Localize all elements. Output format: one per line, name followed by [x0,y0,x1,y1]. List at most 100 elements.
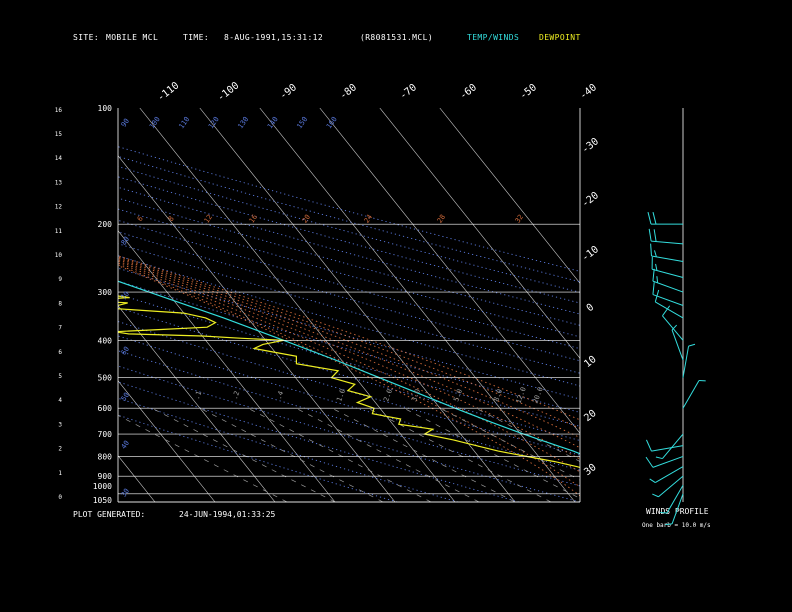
height-tick-label: 5 [58,373,62,380]
wind-barb-flag [645,456,654,468]
isotherm-label: -10 [580,244,601,264]
isotherm-label: -90 [278,82,299,102]
height-tick-label: 13 [55,179,63,186]
wind-barb-shaft [652,280,684,293]
plot-generated-value: 24-JUN-1994,01:33:25 [179,510,276,519]
wind-barb [648,228,684,245]
pressure-label: 1050 [93,496,112,505]
isotherm-line [0,108,95,502]
wind-barb-flag [652,268,655,282]
wind-barb-shaft [655,466,684,484]
dry-adiabat-line [118,186,580,315]
mixing-ratio-line [475,407,580,462]
moist-adiabat-label: 28 [436,213,447,225]
wind-barb-shaft [652,294,684,306]
wind-barb [645,439,684,452]
mixing-ratio-label: 8.0 [492,388,504,403]
isotherm-label: 10 [582,354,598,370]
pressure-label: 900 [98,472,113,481]
wind-barb-shaft [651,268,684,278]
dry-adiabat-label: 80 [120,235,131,247]
dry-adiabat-label: 40 [120,439,131,451]
pressure-label: 400 [98,336,113,345]
moist-adiabat-label: 20 [301,213,312,225]
mixing-ratio-label: .2 [231,390,241,401]
wind-barb-shaft [666,484,684,514]
barb-note: One barb = 10.0 m/s [642,522,711,529]
isotherm-label: 30 [582,462,598,478]
isotherm-label: -60 [458,82,479,102]
wind-barb-flag [652,493,659,498]
pressure-label: 200 [98,220,113,229]
wind-barb [671,324,684,361]
isotherm-label: -110 [156,80,182,104]
isotherm-line [439,108,580,284]
mixing-ratio-label: .1 [193,390,203,401]
moist-adiabat-label: 16 [248,213,259,225]
winds-profile-title: WINDS PROFILE [646,507,709,516]
isotherm-label: -30 [580,136,601,156]
dry-adiabat-label: 70 [120,290,131,302]
height-tick-label: 3 [58,421,62,428]
wind-barb-shaft [662,433,684,459]
wind-barb [660,484,684,514]
mixing-ratio-label: 2.0 [382,388,394,403]
wind-barb-flag [662,305,671,317]
height-tick-label: 0 [58,494,62,501]
wind-barb-flag [655,263,658,271]
wind-barb-shaft [662,315,684,341]
moist-adiabat-line [118,265,580,497]
wind-barb [645,455,684,468]
site-label: SITE: [73,33,100,42]
height-tick-label: 12 [55,204,63,211]
dry-adiabat-label: 30 [120,487,131,499]
wind-barb-flag [652,282,655,295]
wind-barb-flag [671,324,678,331]
wind-barb-shaft [671,329,684,361]
plot-area [0,108,580,502]
pressure-label: 600 [98,404,113,413]
wind-barb [649,466,684,484]
wind-barb-flag [653,229,657,242]
height-tick-label: 1 [58,470,62,477]
isotherm-line [118,155,396,502]
wind-barb [650,243,684,263]
isotherm-line [118,455,156,502]
dry-adiabat-label: 150 [295,115,309,130]
mixing-ratio-line [403,407,580,499]
mixing-ratio-label: 1.0 [335,388,347,403]
isotherm-line [379,108,580,359]
wind-barb-shaft [682,380,700,409]
isotherm-label: -100 [216,80,242,104]
wind-barb [682,380,706,409]
mixing-ratio-label: .4 [275,390,285,401]
isotherm-label: -50 [518,82,539,102]
dry-adiabat-line [118,365,580,502]
wind-barb-flag [654,250,657,257]
wind-barb-flag [650,243,652,257]
isotherm-line [259,108,576,502]
mixing-ratio-line [367,407,552,502]
pressure-label: 100 [98,104,113,113]
wind-barb-flag [665,523,673,526]
wind-barb-flag [648,228,652,242]
wind-barb-flag [645,439,652,452]
wind-barb [655,433,684,460]
legend-temp: TEMP/WINDS [467,33,520,42]
isotherm-line [139,108,456,502]
dewpoint-line [118,295,580,469]
isotherm-label: 20 [582,408,598,424]
isotherm-line [118,305,276,502]
plot-generated-label: PLOT GENERATED: [73,510,146,519]
file-name: (R8081531.MCL) [360,33,434,42]
site-value: MOBILE MCL [106,33,159,42]
time-label: TIME: [183,33,210,42]
isotherm-line [118,230,336,502]
wind-barb-flag [647,212,652,225]
dry-adiabat-line [118,280,580,413]
isotherm-label: -70 [398,82,419,102]
moist-adiabat-label: 24 [363,213,374,225]
dry-adiabat-label: 100 [148,115,162,130]
height-tick-label: 10 [55,252,63,259]
